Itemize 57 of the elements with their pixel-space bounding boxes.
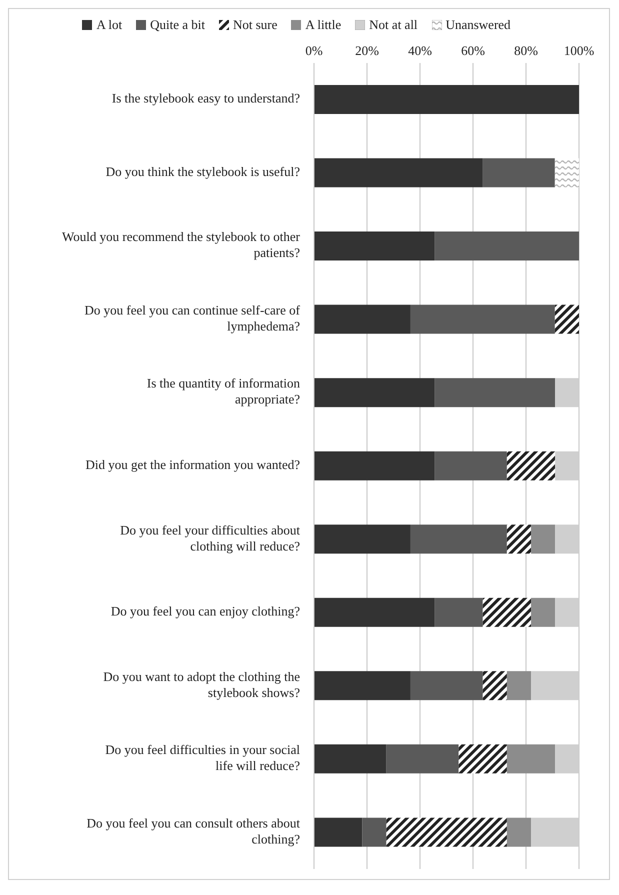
bar (314, 744, 386, 774)
bar (434, 598, 483, 627)
y-tick-label: Do you feel difficulties in your social life will reduce? (105, 742, 300, 774)
bar (314, 818, 362, 847)
y-tick-label: Do you feel your difficulties about clothing will reduce? (120, 522, 300, 554)
bar (314, 158, 483, 188)
bar (314, 84, 579, 114)
bar (554, 158, 579, 188)
bar (314, 598, 435, 627)
bar (314, 304, 410, 334)
legend-label: Quite a bit (150, 17, 205, 33)
bar (410, 671, 483, 700)
bar (531, 524, 556, 554)
bar (458, 744, 507, 774)
bar (482, 598, 532, 627)
bar (386, 744, 459, 774)
legend-label: Not sure (233, 17, 278, 33)
bar (506, 671, 532, 700)
bar (314, 524, 410, 554)
legend-label: Unanswered (446, 17, 511, 33)
legend-label: Not at all (369, 17, 418, 33)
y-tick-label: Is the quantity of information appropriate? (146, 376, 300, 407)
y-tick-label: Do you feel you can consult others about clothing? (86, 815, 300, 846)
bar (482, 671, 507, 700)
legend-label: A little (305, 17, 342, 33)
bar (314, 671, 410, 700)
bar (434, 451, 507, 480)
bar (506, 818, 532, 847)
bar (506, 451, 556, 480)
bar (314, 378, 435, 408)
bar (362, 818, 386, 847)
bar (434, 378, 556, 408)
bar (314, 232, 435, 261)
bar (531, 598, 556, 627)
bar (434, 232, 579, 261)
bar (506, 744, 556, 774)
y-tick-label: Do you think the stylebook is useful? (106, 164, 300, 179)
bar (386, 818, 507, 847)
x-tick-label: 60% (461, 43, 486, 58)
bar (506, 524, 532, 554)
y-tick-label: Do you feel you can enjoy clothing? (110, 604, 300, 619)
x-tick-label: 100% (564, 43, 594, 58)
bar (410, 524, 507, 554)
x-tick-label: 20% (355, 43, 380, 58)
bar (554, 304, 579, 334)
y-tick-label: Is the stylebook easy to understand? (112, 90, 300, 106)
bar (410, 304, 555, 334)
bar (314, 451, 435, 480)
y-tick-label: Do you feel you can continue self-care of lymphedema? (84, 302, 301, 334)
x-tick-label: 80% (514, 43, 538, 58)
y-tick-label: Do you want to adopt the clothing the stylebook shows? (103, 668, 300, 700)
x-tick-label: 0% (305, 43, 323, 58)
y-tick-label: Did you get the information you wanted? (86, 456, 300, 472)
y-tick-label: Would you recommend the stylebook to other patients? (62, 229, 301, 260)
bar (482, 158, 555, 188)
x-tick-label: 40% (408, 43, 432, 58)
legend-label: A lot (96, 17, 122, 33)
